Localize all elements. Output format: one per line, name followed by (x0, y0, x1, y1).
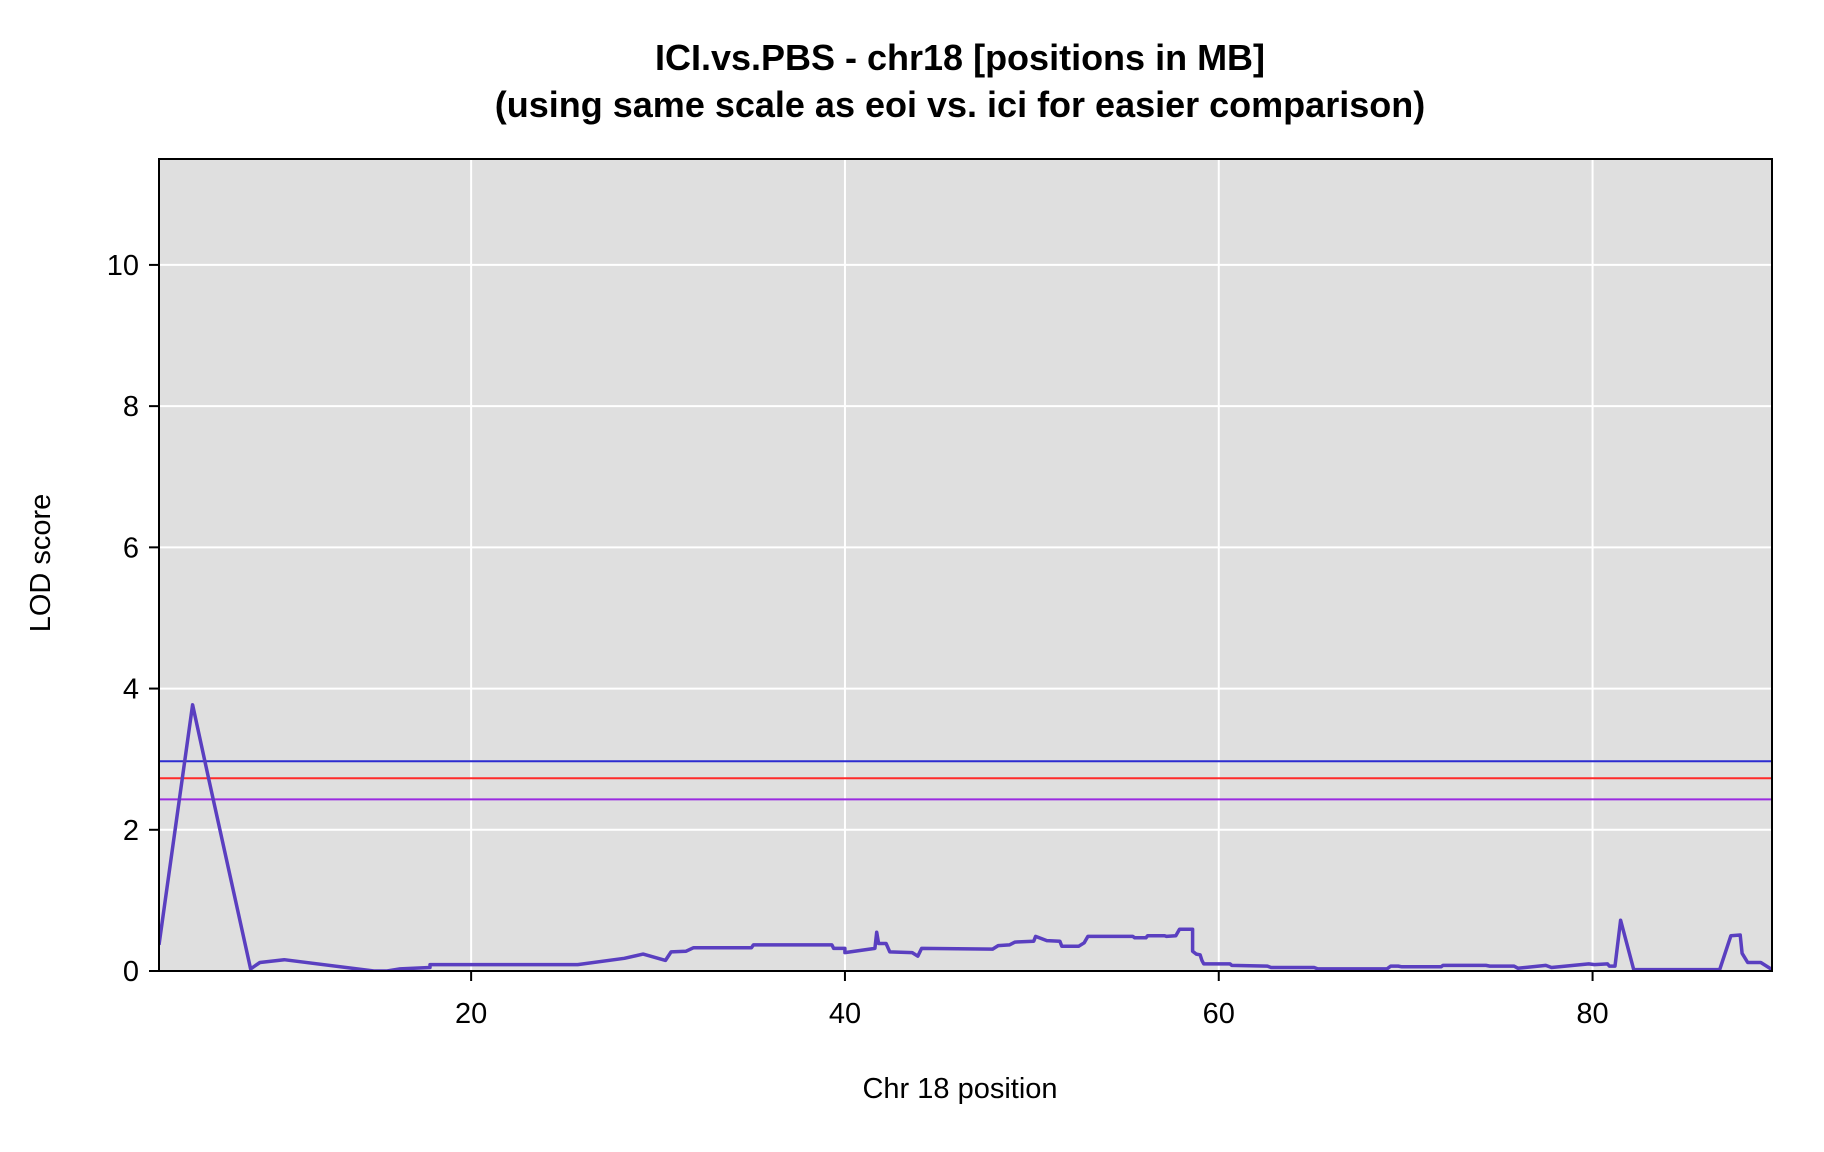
y-tick-label: 0 (123, 956, 139, 988)
x-axis-label: Chr 18 position (862, 1073, 1057, 1105)
plot-background (159, 159, 1772, 971)
y-tick-label: 4 (123, 674, 139, 706)
y-tick-label: 8 (123, 391, 139, 423)
x-tick-label: 80 (1576, 998, 1608, 1030)
x-tick-label: 40 (829, 998, 861, 1030)
y-tick-label: 10 (107, 250, 139, 282)
x-tick-label: 20 (455, 998, 487, 1030)
lod-series-line (159, 703, 1772, 971)
chart-title: ICI.vs.PBS - chr18 [positions in MB] (655, 37, 1265, 78)
chart-subtitle: (using same scale as eoi vs. ici for eas… (495, 84, 1425, 125)
y-tick-label: 2 (123, 815, 139, 847)
plot-area: 20 40 60 80 0 2 4 6 8 10 (107, 158, 1773, 1030)
x-tick-label: 60 (1203, 998, 1235, 1030)
y-tick-label: 6 (123, 532, 139, 564)
y-axis-label: LOD score (25, 494, 57, 633)
plot-border (158, 158, 1773, 972)
